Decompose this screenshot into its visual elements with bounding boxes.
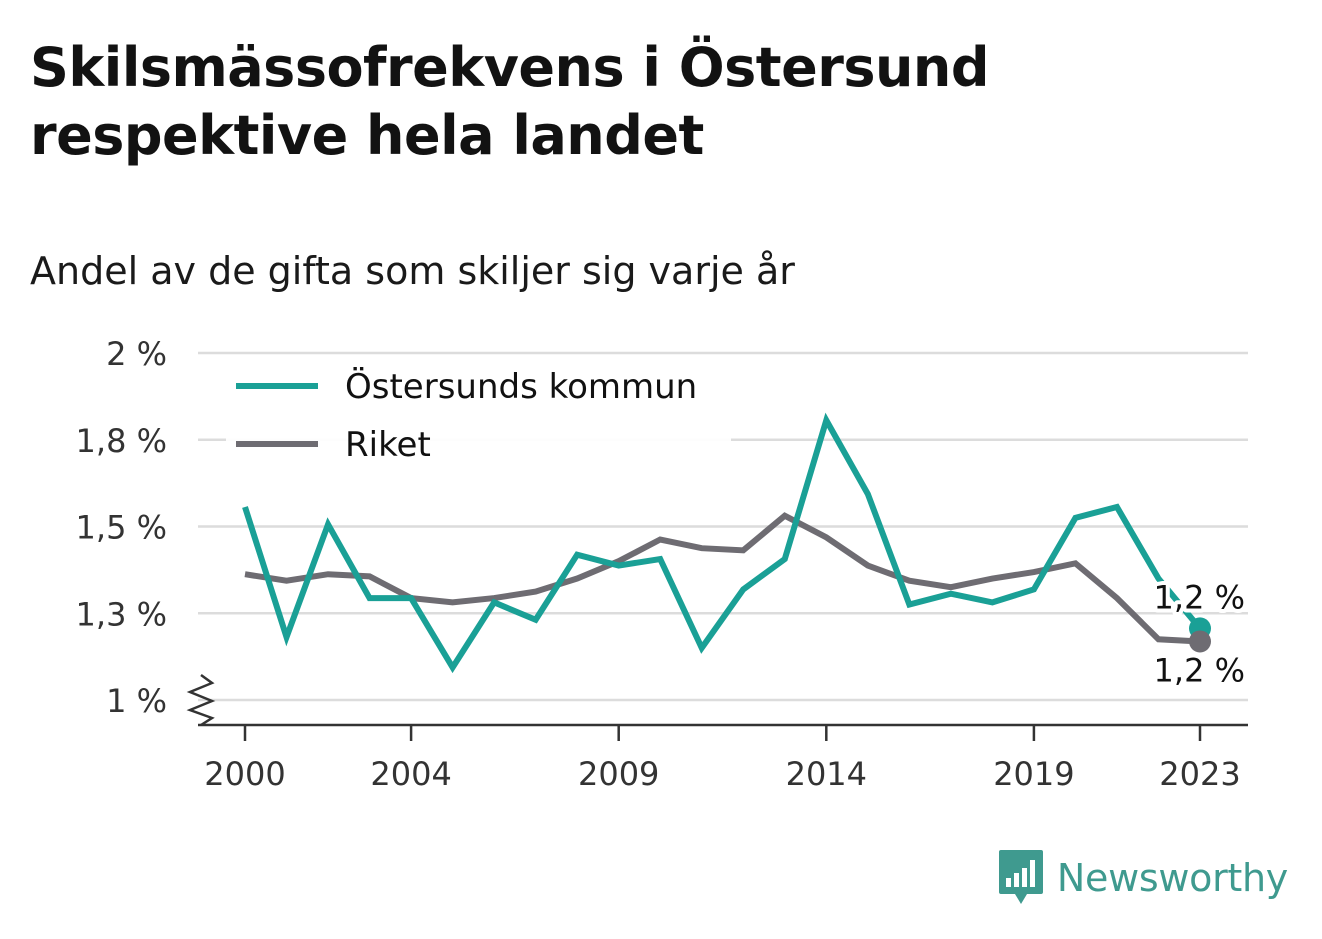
series-end-label: 1,2 % [1154,651,1245,689]
chart-subtitle: Andel av de gifta som skiljer sig varje … [30,249,795,293]
x-tick-label: 2009 [578,755,659,793]
legend-box [226,355,731,467]
series-line [244,512,1201,645]
legend-label: Östersunds kommun [345,366,697,407]
series-lines [242,412,1203,674]
x-tick-label: 2000 [204,755,285,793]
brand-logo: Newsworthy [997,848,1288,908]
series-line [242,412,1203,674]
series-end-label: 1,2 % [1154,578,1245,616]
y-tick-label: 1,3 % [76,595,167,633]
axis-break-icon [186,673,216,727]
legend-label: Riket [345,425,431,465]
x-tick-label: 2014 [786,755,867,793]
end-labels: 1,2 % 1,2 % [1150,574,1249,693]
y-tick-label: 2 % [106,335,167,373]
x-tick-label: 2019 [993,755,1074,793]
series-endpoint [1189,630,1211,653]
axes: 1 % 1,3 % 1,5 % 1,8 % 2 % 2000 2004 2009 2014 201… [76,335,1248,793]
y-tick-label: 1,8 % [76,422,167,460]
x-tick-label: 2023 [1159,755,1240,793]
y-tick-label: 1,5 % [76,509,167,547]
chart-title: Skilsmässofrekvens i Östersund respektiv… [30,36,990,167]
brand-name: Newsworthy [1056,856,1288,900]
x-tick-label: 2004 [370,755,451,793]
legend: Östersunds kommun Riket [226,355,731,467]
newsworthy-logo-icon [998,850,1043,904]
y-tick-label: 1 % [106,682,167,720]
